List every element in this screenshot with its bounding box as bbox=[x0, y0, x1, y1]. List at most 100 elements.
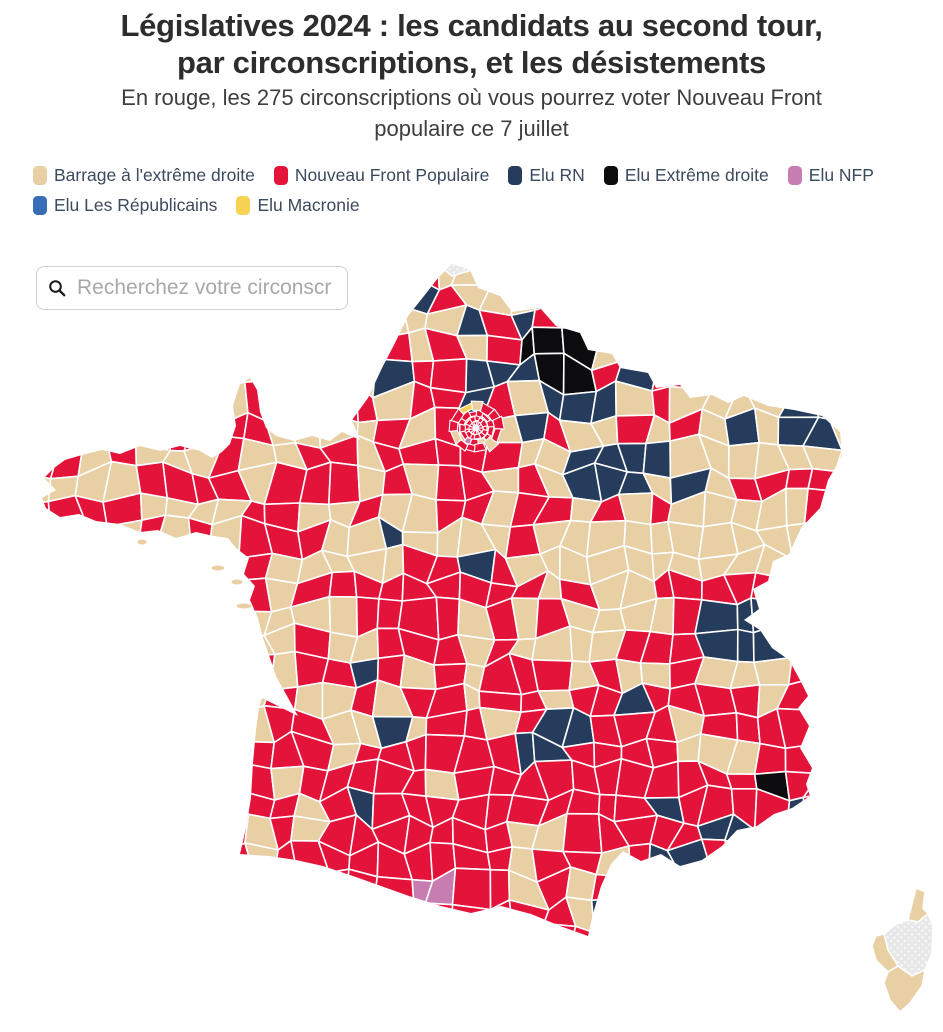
circonscription-cell[interactable] bbox=[486, 251, 521, 286]
circonscription-cell[interactable] bbox=[238, 341, 281, 370]
circonscription-cell[interactable] bbox=[511, 922, 545, 965]
circonscription-cell[interactable] bbox=[133, 819, 159, 853]
circonscription-cell[interactable] bbox=[47, 326, 82, 359]
circonscription-cell[interactable] bbox=[102, 789, 135, 829]
circonscription-cell[interactable] bbox=[801, 791, 840, 829]
circonscription-cell[interactable] bbox=[153, 359, 191, 398]
circonscription-cell[interactable] bbox=[593, 924, 631, 960]
circonscription-cell[interactable] bbox=[774, 893, 815, 932]
circonscription-cell[interactable] bbox=[671, 866, 712, 910]
circonscription-cell[interactable] bbox=[803, 514, 844, 555]
circonscription-cell[interactable] bbox=[184, 654, 224, 689]
circonscription-cell[interactable] bbox=[292, 380, 325, 426]
circonscription-cell[interactable] bbox=[751, 923, 780, 958]
circonscription-cell[interactable] bbox=[861, 490, 894, 527]
circonscription-cell[interactable] bbox=[724, 839, 764, 876]
circonscription-cell[interactable] bbox=[103, 541, 140, 580]
circonscription-cell[interactable] bbox=[181, 757, 223, 796]
circonscription-cell[interactable] bbox=[807, 919, 844, 960]
circonscription-cell[interactable] bbox=[370, 920, 416, 959]
circonscription-cell[interactable] bbox=[29, 922, 63, 952]
circonscription-cell[interactable] bbox=[48, 519, 90, 555]
circonscription-cell[interactable] bbox=[812, 389, 840, 421]
circonscription-cell[interactable] bbox=[558, 390, 598, 425]
circonscription-cell[interactable] bbox=[322, 352, 357, 387]
circonscription-cell[interactable] bbox=[84, 598, 119, 634]
circonscription-cell[interactable] bbox=[72, 813, 116, 853]
circonscription-cell[interactable] bbox=[112, 609, 144, 634]
circonscription-cell[interactable] bbox=[835, 703, 861, 749]
circonscription-cell[interactable] bbox=[870, 520, 892, 559]
circonscription-cell[interactable] bbox=[844, 258, 872, 289]
circonscription-cell[interactable] bbox=[722, 923, 757, 953]
circonscription-cell[interactable] bbox=[510, 273, 548, 317]
circonscription-cell[interactable] bbox=[828, 813, 869, 848]
circonscription-cell[interactable] bbox=[159, 762, 192, 796]
circonscription-cell[interactable] bbox=[25, 314, 56, 340]
circonscription-cell[interactable] bbox=[648, 867, 683, 910]
circonscription-cell[interactable] bbox=[835, 678, 866, 712]
circonscription-cell[interactable] bbox=[318, 893, 355, 931]
circonscription-cell[interactable] bbox=[47, 703, 87, 738]
circonscription-cell[interactable] bbox=[701, 342, 740, 366]
circonscription-cell[interactable] bbox=[860, 258, 891, 283]
circonscription-cell[interactable] bbox=[153, 333, 191, 364]
circonscription-cell[interactable] bbox=[755, 893, 781, 932]
circonscription-cell[interactable] bbox=[21, 736, 62, 766]
circonscription-cell[interactable] bbox=[238, 740, 276, 770]
circonscription-cell[interactable] bbox=[435, 596, 461, 641]
circonscription-cell[interactable] bbox=[640, 927, 678, 955]
circonscription-cell[interactable] bbox=[84, 768, 113, 796]
paris-circonscriptions-cluster[interactable] bbox=[448, 400, 505, 453]
circonscription-cell[interactable] bbox=[133, 867, 157, 903]
circonscription-cell[interactable] bbox=[838, 596, 872, 631]
circonscription-cell[interactable] bbox=[865, 277, 890, 314]
circonscription-cell[interactable] bbox=[865, 331, 900, 363]
circonscription-cell[interactable] bbox=[45, 813, 86, 847]
circonscription-cell[interactable] bbox=[153, 602, 198, 632]
circonscription-cell[interactable] bbox=[19, 844, 49, 882]
circonscription-cell[interactable] bbox=[803, 334, 841, 371]
circonscription-cell[interactable] bbox=[837, 742, 859, 767]
circonscription-cell[interactable] bbox=[48, 793, 90, 826]
circonscription-cell[interactable] bbox=[784, 823, 814, 857]
circonscription-cell[interactable] bbox=[667, 250, 712, 282]
circonscription-cell[interactable] bbox=[127, 923, 161, 956]
circonscription-cell[interactable] bbox=[215, 357, 246, 390]
circonscription-cell[interactable] bbox=[834, 760, 861, 795]
circonscription-cell[interactable] bbox=[23, 385, 60, 421]
france-circonscriptions-map[interactable] bbox=[0, 8, 943, 1032]
circonscription-cell[interactable] bbox=[238, 896, 279, 936]
circonscription-cell[interactable] bbox=[861, 791, 892, 820]
circonscription-cell[interactable] bbox=[346, 327, 378, 360]
circonscription-cell[interactable] bbox=[129, 762, 161, 792]
circonscription-cell[interactable] bbox=[163, 654, 199, 689]
circonscription-cell[interactable] bbox=[52, 895, 89, 936]
circonscription-cell[interactable] bbox=[831, 872, 867, 898]
search-input[interactable] bbox=[75, 275, 336, 301]
circonscription-cell[interactable] bbox=[154, 866, 198, 903]
circonscription-cell[interactable] bbox=[182, 730, 216, 771]
circonscription-cell[interactable] bbox=[162, 309, 191, 345]
circonscription-cell[interactable] bbox=[131, 541, 160, 585]
circonscription-cell[interactable] bbox=[807, 709, 845, 746]
circonscription-cell[interactable] bbox=[372, 875, 415, 907]
circonscription-cell[interactable] bbox=[859, 360, 899, 396]
circonscription-cell[interactable] bbox=[181, 623, 213, 659]
circonscription-cell[interactable] bbox=[102, 676, 142, 714]
circonscription-cell[interactable] bbox=[23, 354, 50, 388]
circonscription-cell[interactable] bbox=[83, 840, 116, 875]
corsica-region-cell[interactable] bbox=[883, 965, 926, 1013]
circonscription-cell[interactable] bbox=[347, 352, 378, 399]
circonscription-cell[interactable] bbox=[181, 602, 220, 630]
circonscription-cell[interactable] bbox=[618, 924, 650, 954]
circonscription-cell[interactable] bbox=[238, 868, 276, 906]
circonscription-cell[interactable] bbox=[55, 730, 87, 771]
circonscription-cell[interactable] bbox=[868, 814, 893, 847]
paris-circonscription-cell[interactable] bbox=[468, 410, 478, 418]
circonscription-cell[interactable] bbox=[834, 467, 871, 502]
circonscription-cell[interactable] bbox=[865, 304, 900, 333]
circonscription-cell[interactable] bbox=[111, 869, 136, 900]
circonscription-cell[interactable] bbox=[803, 487, 839, 525]
circonscription-cell[interactable] bbox=[45, 840, 90, 882]
